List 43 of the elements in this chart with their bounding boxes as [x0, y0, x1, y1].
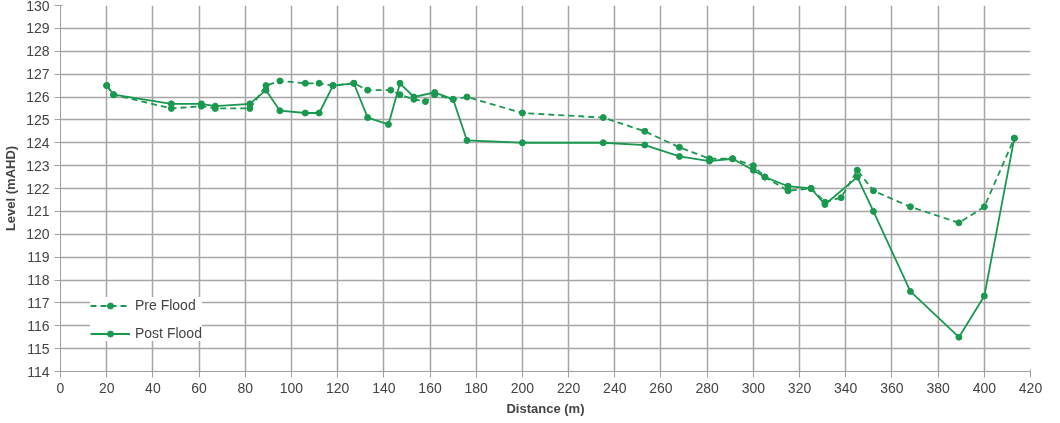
y-tick-label: 122	[26, 180, 50, 197]
x-tick-label: 220	[556, 379, 581, 396]
x-tick-label: 60	[191, 379, 208, 396]
y-tick-label: 118	[27, 272, 50, 288]
y-tick-label: 114	[27, 363, 50, 380]
x-tick-label: 420	[1018, 379, 1043, 396]
y-tick-label: 128	[26, 43, 50, 60]
y-tick-label: 125	[26, 111, 50, 128]
y-tick-label: 126	[26, 89, 50, 105]
x-tick-label: 260	[649, 379, 673, 396]
x-tick-label: 280	[695, 379, 720, 396]
x-tick-label: 120	[325, 379, 350, 396]
x-tick-label: 100	[279, 379, 304, 396]
y-tick-label: 119	[27, 249, 50, 266]
y-tick-label: 130	[26, 0, 50, 14]
x-tick-label: 20	[98, 379, 115, 396]
y-tick-label: 129	[26, 20, 50, 37]
y-tick-label: 120	[26, 226, 50, 243]
y-tick-label: 123	[26, 157, 50, 174]
x-tick-label: 180	[464, 379, 489, 396]
x-tick-label: 80	[237, 379, 254, 396]
x-axis-title: Distance (m)	[506, 400, 585, 416]
x-tick-label: 40	[145, 379, 161, 396]
x-tick-label: 140	[372, 379, 396, 396]
y-tick-label: 127	[26, 66, 50, 83]
y-tick-label: 124	[26, 134, 50, 151]
x-tick-label: 340	[834, 379, 858, 396]
y-axis-title: Level (mAHD)	[3, 145, 19, 232]
x-tick-label: 300	[741, 379, 766, 396]
x-tick-label: 200	[510, 379, 535, 396]
legend-label: Post Flood	[135, 325, 202, 341]
y-tick-label: 117	[27, 294, 50, 311]
x-tick-label: 400	[972, 379, 997, 396]
y-tick-label: 121	[26, 203, 50, 220]
x-tick-label: 360	[880, 379, 904, 396]
x-tick-label: 160	[418, 379, 442, 396]
x-tick-label: 0	[56, 379, 65, 396]
x-tick-label: 320	[787, 379, 812, 396]
x-tick-label: 380	[926, 379, 951, 396]
x-tick-label: 240	[603, 379, 627, 396]
y-tick-label: 116	[27, 317, 50, 334]
y-tick-label: 115	[27, 340, 50, 357]
legend-label: Pre Flood	[135, 297, 196, 313]
